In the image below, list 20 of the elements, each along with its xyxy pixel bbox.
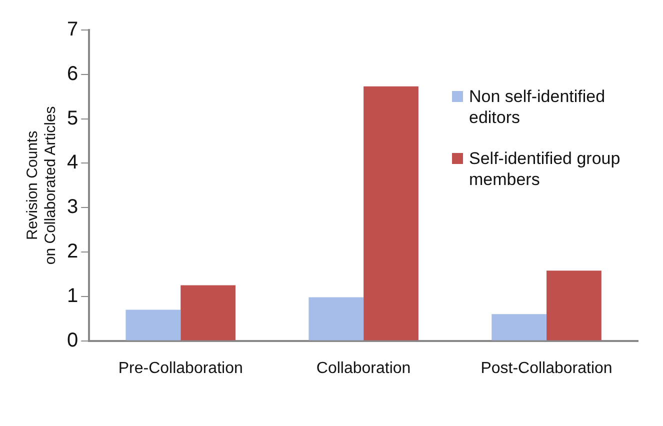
x-tick-label: Post-Collaboration	[480, 360, 612, 377]
bar	[308, 297, 364, 340]
y-tick-label: 7	[67, 18, 78, 41]
legend-label: Non self-identified editors	[469, 86, 606, 128]
y-axis-title: Revision Counts on Collaborated Articles	[24, 106, 60, 265]
bar	[492, 314, 547, 340]
y-tick-label: 0	[67, 329, 78, 352]
y-tick-label: 1	[67, 284, 78, 307]
y-tick-label: 2	[67, 240, 78, 263]
x-tick-label: Pre-Collaboration	[118, 360, 243, 377]
bar	[546, 270, 602, 340]
y-tick-label: 6	[67, 62, 78, 85]
x-tick-label: Collaboration	[316, 360, 411, 377]
legend-label: Self-identified group members	[469, 148, 622, 190]
y-tick-label: 5	[67, 107, 78, 130]
bar	[126, 310, 181, 340]
bar	[180, 285, 236, 340]
y-tick-label: 3	[67, 196, 78, 218]
bar	[364, 86, 418, 340]
y-tick-label: 4	[67, 152, 78, 174]
